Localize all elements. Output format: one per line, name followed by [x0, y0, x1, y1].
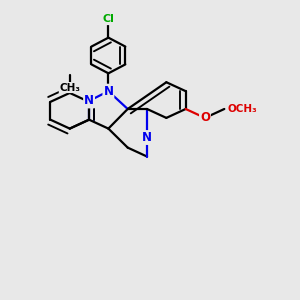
- Text: N: N: [142, 131, 152, 144]
- Text: N: N: [84, 94, 94, 107]
- Text: OCH₃: OCH₃: [227, 104, 257, 114]
- Text: CH₃: CH₃: [59, 82, 80, 92]
- Text: N: N: [103, 85, 113, 98]
- Text: O: O: [200, 111, 210, 124]
- Text: Cl: Cl: [103, 14, 114, 24]
